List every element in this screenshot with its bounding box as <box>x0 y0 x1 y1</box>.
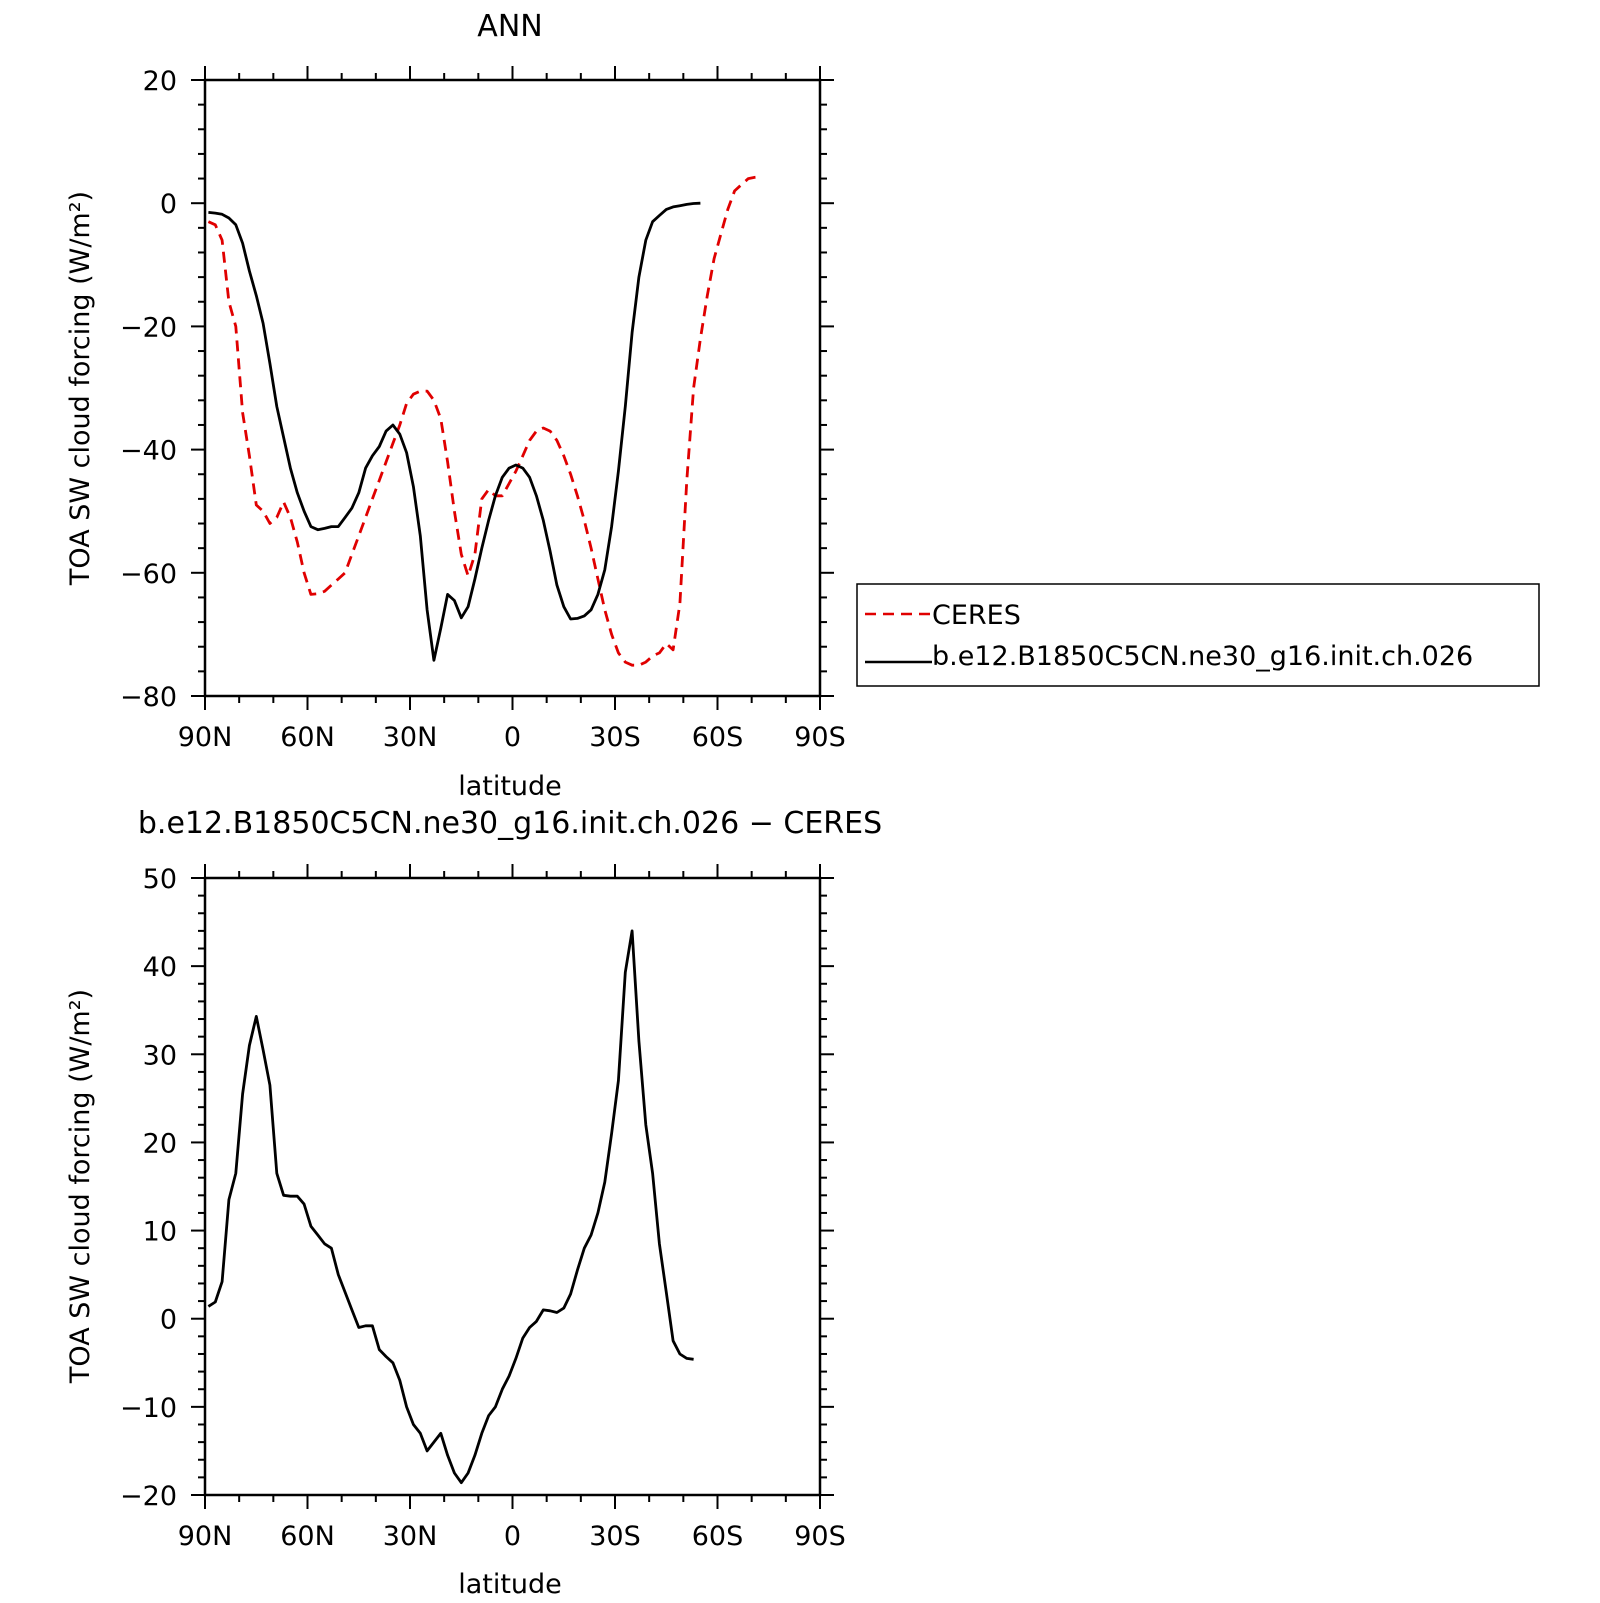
bottom-y-axis-title: TOA SW cloud forcing (W/m²) <box>65 989 96 1384</box>
legend: CERES b.e12.B1850C5CN.ne30_g16.init.ch.0… <box>856 583 1540 687</box>
bottom-x-axis-title: latitude <box>458 1569 562 1600</box>
difference-series-line <box>207 929 694 1485</box>
x-tick-label: 60N <box>280 1521 335 1552</box>
ceres-series-line <box>207 175 763 667</box>
y-tick-label: 20 <box>143 66 177 97</box>
x-tick-label: 90S <box>794 722 846 753</box>
x-tick-label: 0 <box>504 722 521 753</box>
y-tick-label: −10 <box>120 1393 177 1424</box>
top-x-axis-title: latitude <box>458 771 562 802</box>
top-x-tick-labels: 90N 60N 30N 0 30S 60S 90S <box>178 722 846 753</box>
x-tick-label: 60S <box>692 722 744 753</box>
y-tick-label: −20 <box>120 1481 177 1512</box>
bottom-plot-frame <box>203 876 822 1497</box>
top-plot: ANN 90N 60N 30N 0 30S 60S 90S −80−60−40−20020 … <box>65 9 846 802</box>
x-tick-label: 60N <box>280 722 335 753</box>
y-tick-label: −40 <box>120 436 177 467</box>
bottom-plot-lines <box>207 929 694 1485</box>
x-tick-label: 90N <box>178 1521 233 1552</box>
x-tick-label: 0 <box>504 1521 521 1552</box>
x-tick-label: 90S <box>794 1521 846 1552</box>
x-tick-label: 90N <box>178 722 233 753</box>
y-tick-label: 50 <box>143 864 177 895</box>
legend-model-label: b.e12.B1850C5CN.ne30_g16.init.ch.026 <box>932 641 1473 672</box>
top-plot-lines <box>207 175 763 667</box>
bottom-y-tick-labels: −20 −10 0 10 20 30 40 50 <box>120 864 177 1512</box>
x-tick-label: 30N <box>383 722 438 753</box>
model-series-line <box>208 201 701 662</box>
y-tick-label: −80 <box>120 682 177 713</box>
x-tick-label: 60S <box>692 1521 744 1552</box>
legend-box <box>856 583 1540 687</box>
y-tick-label: 0 <box>160 1305 177 1336</box>
y-tick-label: 10 <box>143 1217 177 1248</box>
y-tick-label: −60 <box>120 559 177 590</box>
top-plot-ticks <box>191 66 834 710</box>
top-plot-title: ANN <box>477 9 542 44</box>
y-tick-label: −20 <box>120 312 177 343</box>
x-tick-label: 30N <box>383 1521 438 1552</box>
y-tick-label: 30 <box>143 1040 177 1071</box>
y-tick-label: 20 <box>143 1128 177 1159</box>
top-y-tick-labels: −80 −60 −40 −20 0 20 <box>120 66 177 713</box>
top-y-axis-title: TOA SW cloud forcing (W/m²) <box>65 191 96 586</box>
bottom-plot-ticks <box>191 864 834 1509</box>
x-tick-label: 30S <box>589 722 641 753</box>
x-tick-label: 30S <box>589 1521 641 1552</box>
top-plot-frame <box>203 78 822 698</box>
y-tick-label: 40 <box>143 952 177 983</box>
y-tick-label: 0 <box>160 189 177 220</box>
legend-ceres-label: CERES <box>932 600 1021 631</box>
bottom-plot-title: b.e12.B1850C5CN.ne30_g16.init.ch.026 − C… <box>138 806 882 841</box>
bottom-x-tick-labels: 90N 60N 30N 0 30S 60S 90S <box>178 1521 846 1552</box>
bottom-plot: b.e12.B1850C5CN.ne30_g16.init.ch.026 − C… <box>65 806 882 1600</box>
